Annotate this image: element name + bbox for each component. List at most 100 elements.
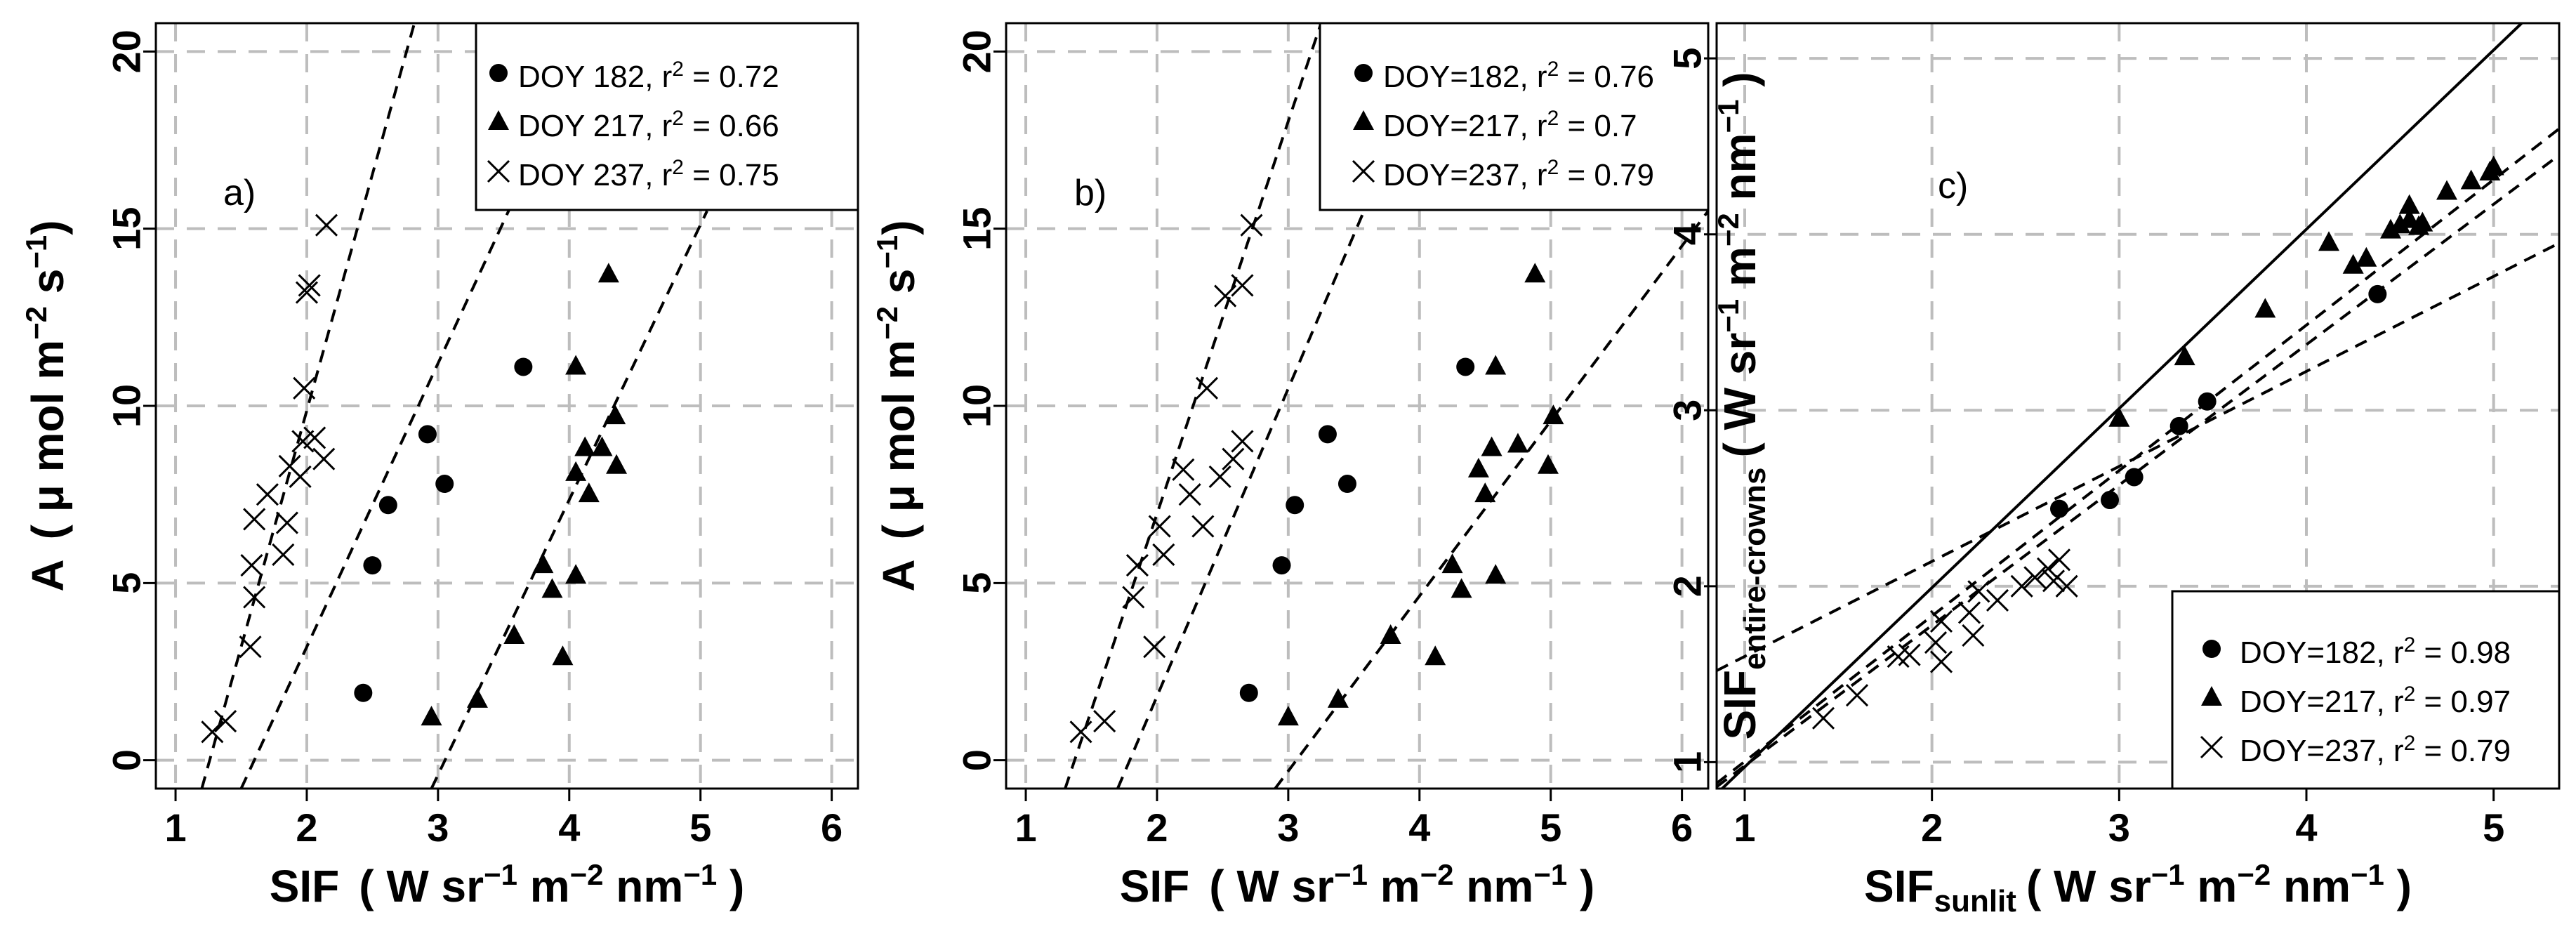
data-point-circle <box>1456 357 1475 376</box>
data-point-cross <box>1898 643 1921 666</box>
x-tick-label: 4 <box>1408 805 1430 850</box>
grid-c <box>1717 23 2559 789</box>
axis-ticks-a: 1 2 3 4 5 6 0 5 10 15 20 <box>105 29 843 850</box>
legend-marker-circle <box>2202 640 2221 658</box>
data-point-cross <box>1929 650 1953 673</box>
data-point-triangle <box>565 355 587 375</box>
data-point-triangle <box>2318 231 2339 251</box>
data-point-cross <box>1231 274 1254 297</box>
x-axis-label-b: SIF( W sr−1 m−2 nm−1 ) <box>1120 858 1595 911</box>
data-point-triangle <box>606 454 628 474</box>
x-tick-label: 4 <box>2295 805 2317 850</box>
data-point-cross <box>1222 447 1245 470</box>
data-point-triangle <box>2398 194 2420 214</box>
data-point-circle <box>514 357 533 376</box>
data-point-circle <box>2050 499 2068 518</box>
data-point-triangle <box>1524 263 1546 283</box>
y-tick-label: 5 <box>955 572 999 594</box>
y-tick-label: 0 <box>955 749 999 771</box>
data-point-triangle <box>1327 687 1349 708</box>
data-point-cross <box>243 586 266 609</box>
legend-c: DOY=182, r2 = 0.98 DOY=217, r2 = 0.97 DO… <box>2171 590 2561 790</box>
data-point-cross <box>1929 610 1953 633</box>
data-point-triangle <box>552 645 574 666</box>
data-point-circle <box>2169 416 2188 435</box>
legend-marker-triangle <box>1353 110 1374 130</box>
regression-line <box>1116 203 1368 789</box>
data-point-cross <box>1172 458 1195 481</box>
data-point-cross <box>2023 566 2047 589</box>
data-point-triangle <box>565 461 587 481</box>
legend-entry-182-b: DOY=182, r2 = 0.76 <box>1383 58 1654 94</box>
data-point-circle <box>2101 491 2119 510</box>
x-tick-label: 3 <box>427 805 449 850</box>
data-point-triangle <box>578 482 600 503</box>
x-tick-label: 1 <box>1733 805 1755 850</box>
legend-markers-b <box>1352 64 1375 183</box>
data-point-triangle <box>591 436 613 456</box>
data-point-cross <box>1924 631 1948 654</box>
data-point-cross <box>1957 601 1981 624</box>
data-point-triangle <box>2342 253 2364 274</box>
panel-label-c: c) <box>1938 166 1968 206</box>
data-point-triangle <box>2108 407 2130 427</box>
data-point-triangle <box>466 687 488 708</box>
legend-marker-circle <box>489 64 508 82</box>
data-point-triangle <box>2389 213 2411 234</box>
data-point-triangle <box>574 436 596 456</box>
data-point-cross <box>303 426 326 449</box>
data-point-triangle <box>605 404 626 425</box>
data-point-triangle <box>503 624 525 645</box>
x-tick-label: 5 <box>689 805 711 850</box>
legend-markers-c <box>2200 640 2224 759</box>
legend-entry-237-b: DOY=237, r2 = 0.79 <box>1383 156 1654 192</box>
data-point-cross <box>1214 284 1237 308</box>
x-tick-label: 2 <box>1921 805 1943 850</box>
data-point-cross <box>1967 580 1990 603</box>
y-axis-label-b: A( μ mol m−2 s−1) <box>871 220 924 591</box>
data-point-circle <box>435 475 454 494</box>
legend-marker-triangle <box>488 110 509 130</box>
x-tick-label: 1 <box>1015 805 1036 850</box>
data-point-cross <box>1152 543 1175 567</box>
data-point-cross <box>272 543 295 567</box>
y-tick-label: 10 <box>955 384 999 428</box>
data-point-cross <box>312 447 336 470</box>
data-point-triangle <box>1467 457 1489 477</box>
axis-ticks-b: 1 2 3 4 5 6 0 5 10 15 20 <box>955 29 1693 850</box>
data-point-triangle <box>1507 433 1528 453</box>
y-tick-label: 10 <box>105 384 149 428</box>
legend-marker-circle <box>1354 64 1373 82</box>
data-point-cross <box>1231 430 1254 453</box>
data-point-circle <box>363 556 382 575</box>
data-point-cross <box>1148 515 1171 538</box>
data-point-cross <box>1069 720 1092 744</box>
data-point-circle <box>1272 556 1291 575</box>
data-point-cross <box>240 554 263 577</box>
legend-entry-182-a: DOY 182, r2 = 0.72 <box>518 58 779 94</box>
legend-b: DOY=182, r2 = 0.76 DOY=217, r2 = 0.7 DOY… <box>1319 22 1710 211</box>
data-point-cross <box>256 483 279 506</box>
data-point-cross <box>1195 376 1219 400</box>
data-point-triangle <box>1537 454 1559 474</box>
legend-entry-237-c: DOY=237, r2 = 0.79 <box>2240 732 2511 768</box>
data-point-circle <box>1286 496 1304 515</box>
x-tick-label: 5 <box>1540 805 1561 850</box>
y-tick-label: 1 <box>1665 751 1710 773</box>
data-point-cross <box>275 511 298 534</box>
data-point-cross <box>315 213 338 237</box>
data-point-cross <box>1093 710 1116 733</box>
data-point-triangle <box>1277 706 1299 726</box>
x-tick-label: 1 <box>164 805 186 850</box>
data-point-triangle <box>1474 482 1496 503</box>
data-point-triangle <box>421 706 442 726</box>
data-point-cross <box>1143 635 1166 659</box>
data-point-cross <box>239 635 262 659</box>
y-axis-label-c: SIFentire-crowns( W sr−1 m−2 nm−1 ) <box>1712 72 1772 739</box>
data-point-triangle <box>541 578 563 598</box>
data-point-cross <box>1125 554 1149 577</box>
data-point-circle <box>378 496 397 515</box>
legend-entry-182-c: DOY=182, r2 = 0.98 <box>2240 633 2511 670</box>
data-point-cross <box>2036 557 2060 580</box>
data-point-triangle <box>1485 564 1507 584</box>
